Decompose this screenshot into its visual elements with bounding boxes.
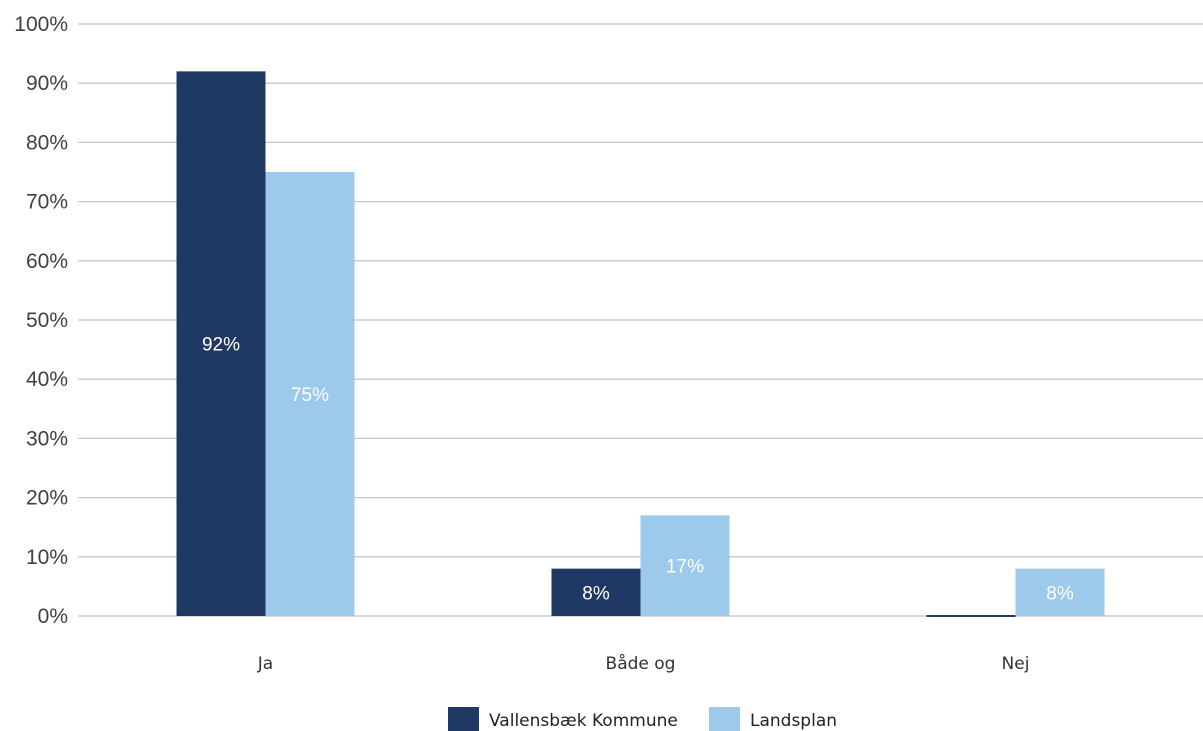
bar [265, 172, 355, 616]
y-tick-label: 80% [26, 131, 68, 154]
bar [1015, 568, 1105, 616]
y-tick-label: 20% [26, 487, 68, 510]
legend-swatch [448, 707, 479, 731]
data-label: 75% [291, 385, 329, 406]
x-axis: Ja Både og Nej [257, 653, 1030, 674]
data-label: 8% [582, 583, 610, 604]
y-tick-label: 40% [26, 368, 68, 391]
y-tick-label: 30% [26, 427, 68, 450]
y-axis: 0% 10% 20% 30% 40% 50% 60% 70% 80% 90% 100% [14, 13, 68, 628]
bar [176, 71, 266, 617]
data-label: 17% [666, 557, 704, 578]
bar [551, 568, 641, 616]
legend-swatch [709, 707, 740, 731]
y-tick-label: 10% [26, 546, 68, 569]
legend-label: Landsplan [750, 711, 837, 731]
y-tick-label: 90% [26, 72, 68, 95]
bar [640, 515, 730, 616]
data-label: 8% [1046, 583, 1074, 604]
data-label: 92% [202, 335, 240, 356]
legend: Vallensbæk Kommune Landsplan [448, 707, 837, 731]
y-tick-label: 0% [38, 605, 68, 628]
y-tick-label: 60% [26, 250, 68, 273]
data-labels: 92% 75% 8% 17% 8% [202, 335, 1074, 605]
x-tick-label: Både og [606, 653, 676, 674]
legend-label: Vallensbæk Kommune [489, 711, 678, 731]
y-tick-label: 50% [26, 309, 68, 332]
y-tick-label: 70% [26, 191, 68, 214]
x-tick-label: Nej [1002, 654, 1030, 674]
y-tick-label: 100% [14, 13, 68, 36]
bars [176, 71, 1105, 617]
x-tick-label: Ja [257, 654, 273, 674]
